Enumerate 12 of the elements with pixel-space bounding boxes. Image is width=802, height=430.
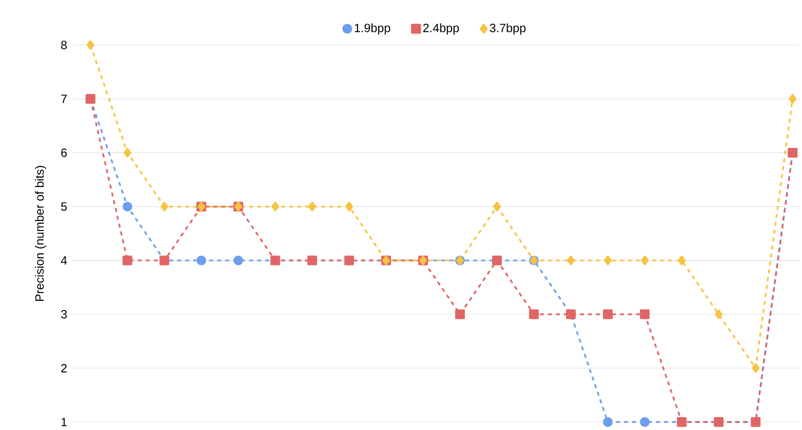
legend-label: 1.9bpp — [354, 23, 390, 35]
y-tick-label: 5 — [61, 202, 67, 211]
y-tick-label: 6 — [61, 148, 67, 157]
legend-label: 2.4bpp — [423, 23, 459, 35]
legend-label: 3.7bpp — [490, 23, 526, 35]
y-tick-label: 3 — [61, 310, 67, 319]
y-tick-label: 7 — [61, 94, 67, 103]
y-axis-title: Precision (number of bits) — [34, 166, 46, 301]
y-tick-label: 2 — [61, 364, 67, 372]
y-tick-label: 1 — [62, 418, 67, 426]
y-tick-label: 8 — [61, 40, 67, 50]
y-tick-label: 4 — [60, 256, 67, 265]
